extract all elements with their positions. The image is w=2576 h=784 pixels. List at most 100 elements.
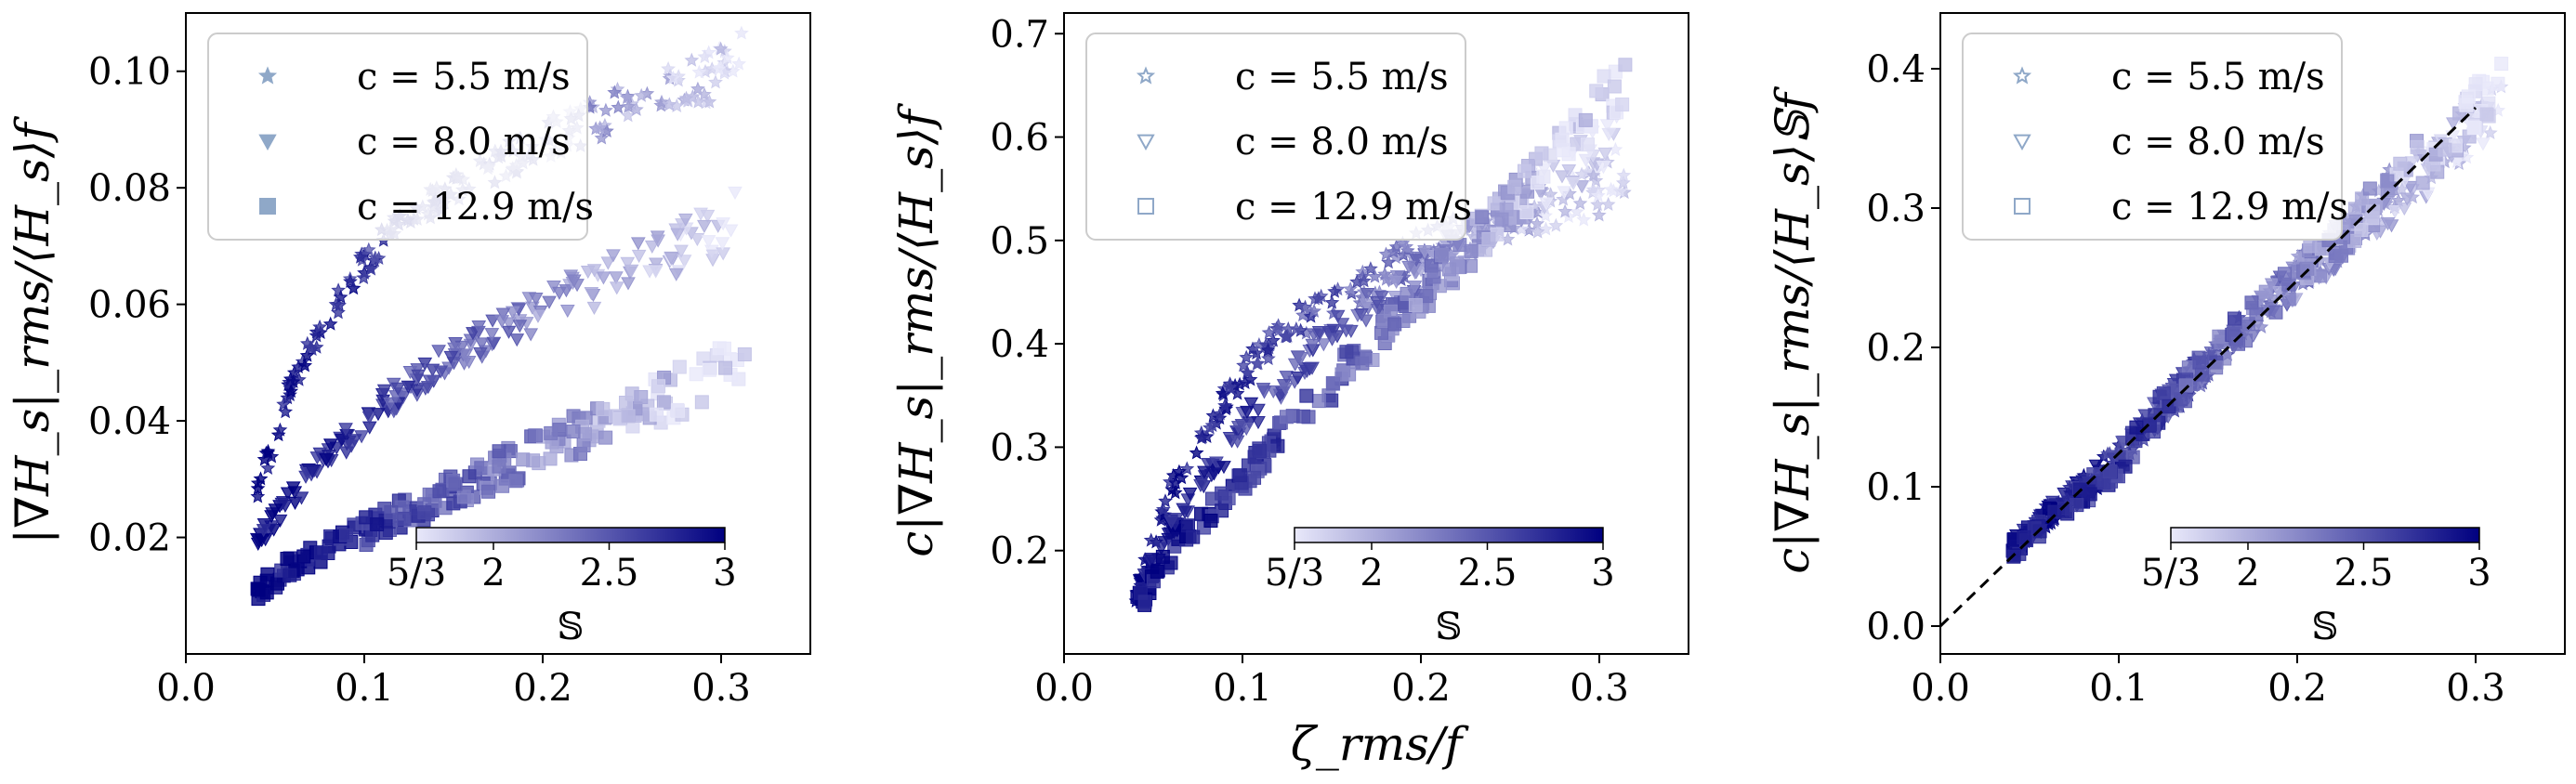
data-point — [344, 439, 359, 453]
data-point — [1324, 294, 1340, 309]
data-point — [1253, 444, 1268, 459]
data-point — [283, 384, 299, 399]
data-point — [2070, 498, 2084, 513]
data-point — [312, 319, 328, 333]
data-point — [1363, 261, 1378, 276]
x-tick-label: 0.3 — [2446, 667, 2505, 710]
x-tick-label: 0.0 — [156, 667, 216, 710]
colorbar-1: 5/3 2 2.5 3 𝕊 — [387, 527, 737, 648]
data-point — [2277, 267, 2292, 281]
legend-box — [1962, 33, 2343, 241]
legend-marker — [1137, 198, 1154, 215]
data-point — [566, 425, 581, 439]
data-point — [544, 425, 559, 440]
data-point — [708, 74, 723, 89]
data-point — [1359, 314, 1373, 328]
data-point — [1334, 318, 1350, 332]
data-point — [677, 213, 693, 228]
legend-label: c = 12.9 m/s — [2111, 186, 2348, 229]
colorbar-tick-label: 5/3 — [387, 552, 446, 595]
data-point — [309, 328, 324, 343]
data-point — [2402, 180, 2418, 195]
data-point — [1163, 516, 1179, 529]
data-point — [713, 41, 729, 56]
data-point — [701, 235, 716, 249]
data-point — [1197, 465, 1212, 479]
data-point — [611, 99, 626, 114]
data-point — [705, 249, 721, 263]
data-point — [542, 295, 557, 309]
data-point — [1612, 183, 1628, 198]
data-point — [1419, 289, 1434, 304]
data-point — [619, 90, 635, 105]
data-point — [443, 350, 459, 365]
data-point — [461, 356, 477, 370]
data-point — [1618, 58, 1633, 72]
data-point — [543, 451, 558, 466]
data-point — [2397, 202, 2412, 216]
data-point — [723, 224, 739, 238]
y-tick-label: 0.3 — [1866, 188, 1925, 230]
data-point — [1566, 176, 1581, 190]
data-point — [1278, 382, 1294, 396]
data-point — [305, 464, 320, 478]
data-point — [1487, 196, 1502, 211]
data-point — [1387, 317, 1402, 332]
data-point — [278, 404, 294, 419]
data-point — [384, 504, 399, 519]
data-point — [2380, 174, 2395, 189]
data-point — [1206, 467, 1222, 481]
data-point — [598, 430, 613, 445]
legend-label: c = 5.5 m/s — [357, 56, 571, 98]
data-point — [254, 534, 269, 548]
data-point — [690, 94, 706, 109]
y-tick-label: 0.6 — [990, 117, 1049, 160]
data-point — [523, 328, 539, 342]
data-point — [299, 347, 315, 362]
x-tick-label: 0.3 — [691, 667, 751, 710]
x-tick-label: 0.1 — [2089, 667, 2149, 710]
data-point — [1517, 163, 1531, 178]
data-point — [606, 249, 621, 263]
data-point — [338, 528, 353, 542]
data-point — [1481, 231, 1496, 246]
data-point — [1171, 464, 1187, 478]
data-point — [361, 411, 377, 425]
x-tick-label: 0.0 — [1911, 667, 1970, 710]
data-point — [2249, 307, 2264, 321]
data-point — [1240, 405, 1255, 420]
data-point — [719, 50, 735, 65]
xticks-2: 0.0 0.1 0.2 0.3 — [1034, 654, 1629, 710]
data-point — [1576, 212, 1592, 227]
data-point — [1216, 461, 1231, 475]
data-point — [1530, 176, 1544, 190]
yticks-2: 0.2 0.3 0.4 0.5 0.6 0.7 — [990, 13, 1064, 573]
data-point — [1260, 342, 1276, 357]
data-point — [1155, 502, 1171, 516]
data-point — [1203, 513, 1218, 528]
colorbar-tick-label: 3 — [2467, 552, 2491, 595]
data-point — [594, 130, 610, 145]
legend-marker — [257, 66, 278, 85]
data-point — [598, 102, 613, 117]
data-point — [462, 469, 477, 484]
data-point — [1305, 361, 1320, 375]
data-point — [1189, 445, 1204, 460]
data-point — [1557, 186, 1572, 200]
data-point — [2482, 124, 2498, 139]
data-point — [508, 474, 523, 489]
data-point — [2300, 261, 2315, 276]
data-point — [674, 244, 689, 258]
data-point — [492, 444, 506, 459]
data-point — [417, 382, 433, 396]
data-point — [1230, 421, 1246, 435]
data-point — [1239, 349, 1255, 364]
data-point — [672, 359, 687, 374]
data-point — [1585, 167, 1601, 182]
data-point — [1290, 372, 1306, 385]
data-point — [1597, 147, 1613, 161]
data-point — [409, 384, 425, 398]
data-point — [328, 296, 344, 311]
data-point — [528, 428, 543, 443]
